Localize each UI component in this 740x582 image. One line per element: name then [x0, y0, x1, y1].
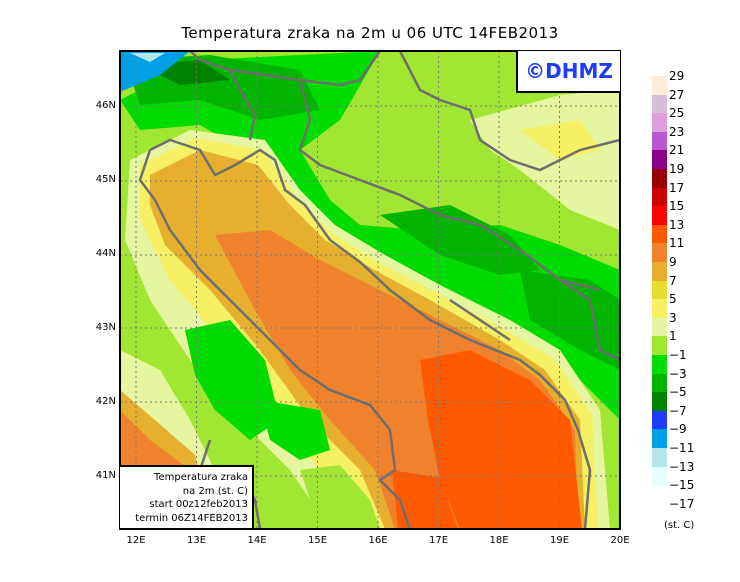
legend-swatch	[652, 336, 667, 356]
legend-swatch	[652, 262, 667, 282]
legend-swatch	[652, 429, 667, 449]
legend-swatch	[652, 224, 667, 244]
legend-label: 1	[669, 329, 677, 344]
lon-label: 19E	[549, 535, 570, 546]
legend-label: 27	[669, 87, 685, 102]
legend-swatch	[652, 150, 667, 170]
legend-swatch	[652, 76, 667, 96]
legend-swatch	[652, 373, 667, 393]
legend-label: 11	[669, 236, 685, 251]
legend-label: 3	[669, 310, 677, 325]
legend-label: −5	[669, 385, 687, 400]
info-line: na 2m (st. C)	[182, 485, 248, 497]
grid-lines	[120, 51, 620, 529]
map-frame	[119, 50, 621, 530]
legend-swatch	[652, 280, 667, 300]
dhmz-logo: ©DHMZ	[516, 51, 620, 93]
legend-label: 23	[669, 124, 685, 139]
legend-label: −3	[669, 366, 687, 381]
legend-swatch	[652, 410, 667, 430]
legend-label: −9	[669, 422, 687, 437]
info-box: Temperatura zraka na 2m (st. C) start 00…	[120, 465, 254, 528]
legend-swatch	[652, 131, 667, 151]
legend-label: 19	[669, 162, 685, 176]
lon-label: 17E	[428, 535, 449, 546]
lon-label: 16E	[368, 535, 388, 546]
lon-label: 15E	[307, 535, 328, 546]
green-south-italy	[300, 465, 380, 529]
lon-label: 14E	[247, 535, 267, 546]
legend-label: 17	[669, 180, 685, 195]
lat-label: 42N	[95, 396, 116, 407]
green-italy	[185, 320, 280, 440]
legend-label: 21	[669, 143, 685, 158]
legend-label: 5	[669, 292, 677, 307]
legend-label: 9	[669, 255, 677, 269]
legend-swatch	[652, 355, 667, 375]
dark-green-bosnia	[380, 205, 540, 275]
pale-blue-corner	[130, 53, 165, 62]
legend-label: 13	[669, 217, 685, 232]
legend-label: −13	[669, 459, 695, 474]
lat-label: 43N	[95, 322, 116, 333]
legend-swatch	[652, 448, 667, 468]
lat-label: 41N	[95, 470, 116, 481]
legend-label: 7	[669, 273, 677, 288]
legend-swatch	[652, 94, 667, 114]
lon-label: 13E	[186, 535, 207, 546]
legend-swatch	[652, 299, 667, 319]
legend-label: −7	[669, 403, 687, 418]
red-orange-south2	[392, 470, 458, 529]
lon-label: 18E	[489, 535, 509, 546]
legend-swatch	[652, 317, 667, 337]
legend-swatch	[652, 113, 667, 133]
legend-swatch	[652, 169, 667, 189]
lon-label: 12E	[126, 535, 146, 546]
map-title: Temperatura zraka na 2m u 06 UTC 14FEB20…	[181, 24, 559, 42]
dark-green-east	[520, 270, 620, 370]
info-line: Temperatura zraka	[154, 472, 248, 483]
legend-swatch	[652, 206, 667, 226]
lat-label: 46N	[95, 100, 116, 111]
legend-unit: (st. C)	[664, 520, 695, 531]
legend-label: 25	[669, 106, 685, 121]
lon-label: 20E	[610, 535, 630, 546]
info-line: start 00z12feb2013	[149, 499, 248, 510]
legend-label: 15	[669, 199, 685, 214]
legend-label: 29	[669, 69, 685, 83]
green-italy2	[260, 400, 330, 460]
legend-label: −15	[669, 478, 695, 493]
red-orange-south	[420, 350, 582, 529]
legend-swatch	[652, 243, 667, 263]
legend-label: −1	[669, 348, 687, 362]
legend-swatch	[652, 187, 667, 207]
legend-label: −11	[669, 441, 695, 455]
lat-label: 45N	[95, 174, 116, 185]
info-line: termin 06Z14FEB2013	[135, 512, 248, 524]
lat-label: 44N	[95, 248, 116, 259]
legend-swatch	[652, 466, 667, 486]
legend-label: −17	[669, 496, 695, 511]
legend-swatch	[652, 392, 667, 412]
blue-corner	[120, 51, 190, 92]
